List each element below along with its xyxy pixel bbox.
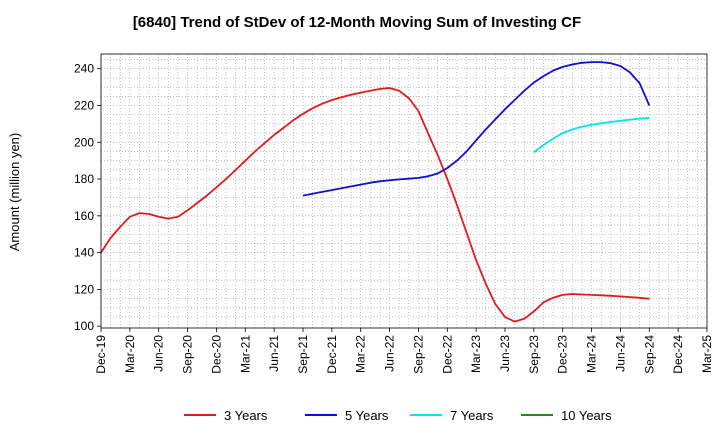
x-tick-label: Sep-20: [181, 335, 195, 374]
plot-area-frame: [100, 53, 708, 329]
legend: 3 Years 5 Years 7 Years 10 Years: [184, 408, 612, 423]
y-tick-label: 180: [74, 172, 94, 186]
series-lines: [100, 61, 651, 323]
x-tick-label: Mar-22: [354, 335, 368, 373]
legend-label: 10 Years: [561, 408, 612, 423]
y-tick-label: 160: [74, 209, 94, 223]
x-tick-label: Dec-19: [94, 335, 108, 374]
x-tick-label: Jun-24: [613, 335, 627, 372]
x-tick-label: Mar-24: [585, 335, 599, 373]
x-tick-label: Mar-20: [123, 335, 137, 373]
x-tick-label: Dec-20: [209, 335, 223, 374]
x-tick-label: Mar-25: [700, 335, 714, 373]
y-axis-label: Amount (million yen): [7, 133, 22, 252]
series-line-3-years: [100, 87, 650, 323]
grid-lines: [101, 54, 707, 328]
x-tick-label: Jun-23: [498, 335, 512, 372]
y-tick-label: 200: [74, 135, 94, 149]
x-tick-label: Dec-23: [556, 335, 570, 374]
x-tick-label: Mar-21: [238, 335, 252, 373]
x-tick-label: Sep-23: [527, 335, 541, 374]
x-tick-label: Jun-20: [152, 335, 166, 372]
legend-label: 5 Years: [345, 408, 389, 423]
y-tick-label: 120: [74, 282, 94, 296]
series-line-7-years: [533, 116, 650, 154]
x-tick-label: Mar-23: [469, 335, 483, 373]
series-line-5-years: [302, 61, 651, 197]
x-axis-ticks: Dec-19 Mar-20 Jun-20 Sep-20 Dec-20 Mar-21 Jun-…: [94, 328, 714, 374]
x-tick-label: Sep-24: [642, 335, 656, 374]
x-tick-label: Jun-21: [267, 335, 281, 372]
legend-label: 7 Years: [450, 408, 494, 423]
y-axis-ticks: 100 120 140 160 180 200 220 240: [74, 62, 101, 333]
x-tick-label: Dec-21: [325, 335, 339, 374]
y-tick-label: 100: [74, 319, 94, 333]
x-tick-label: Sep-22: [411, 335, 425, 374]
chart-title: [6840] Trend of StDev of 12-Month Moving…: [133, 14, 581, 31]
x-tick-label: Dec-22: [440, 335, 454, 374]
y-tick-label: 140: [74, 246, 94, 260]
x-tick-label: Dec-24: [671, 335, 685, 374]
y-tick-label: 240: [74, 62, 94, 76]
legend-label: 3 Years: [224, 408, 268, 423]
y-tick-label: 220: [74, 98, 94, 112]
x-tick-label: Jun-22: [383, 335, 397, 372]
x-tick-label: Sep-21: [296, 335, 310, 374]
